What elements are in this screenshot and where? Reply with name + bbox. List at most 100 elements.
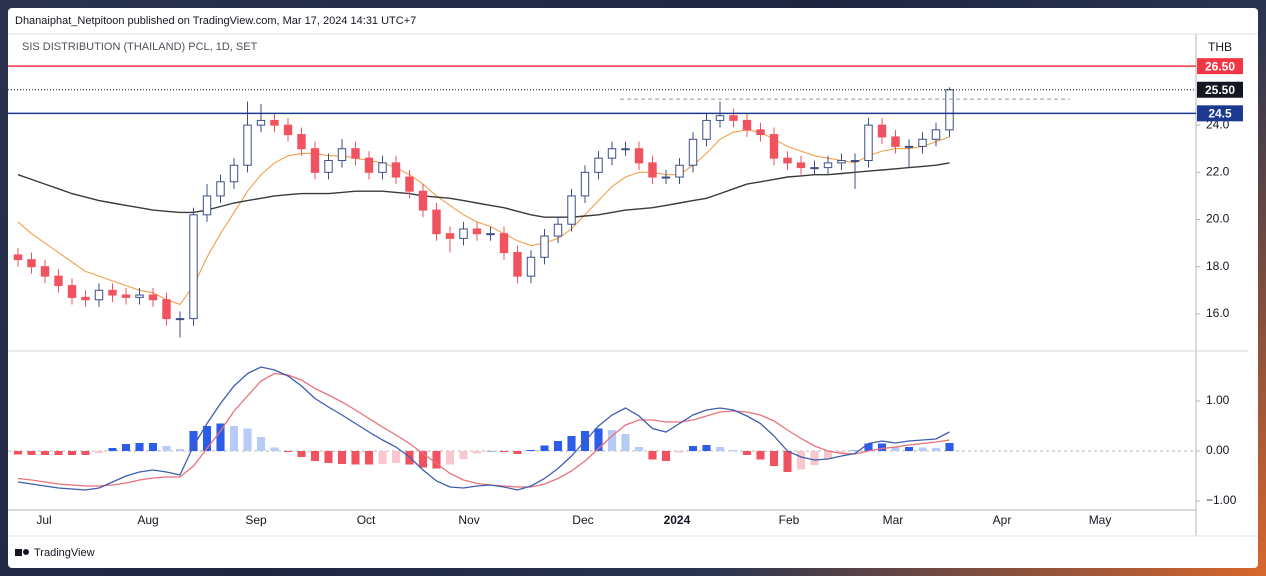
x-tick-label: Apr [993,513,1012,527]
candle-body [459,228,468,239]
histogram-bar [310,451,320,461]
histogram-bar [189,431,198,451]
histogram-bar [513,451,522,454]
histogram-bar [472,451,482,454]
histogram-bar [783,451,792,472]
candle-body [243,124,252,166]
candle-body [850,160,860,163]
candle-body [364,157,374,173]
candle-body [540,235,549,258]
histogram-bar [756,451,765,460]
x-tick-label: Oct [357,513,376,527]
candle-body [729,115,738,121]
histogram-bar [432,451,441,469]
y-tick-label: 16.0 [1206,306,1230,320]
candle-body [526,256,536,277]
y-tick-label: 22.0 [1206,164,1230,178]
histogram-bar [553,441,563,451]
histogram-bar [418,451,428,468]
histogram-bar [135,443,144,451]
histogram-bar [297,451,306,457]
histogram-bar [837,451,846,454]
histogram-bar [918,447,927,451]
candle-body [189,214,198,320]
candle-body [688,138,698,166]
candle-body [108,289,117,296]
price-label: 24.5 [1208,107,1232,121]
candle-body [661,176,671,179]
currency: THB [1208,40,1232,54]
histogram-bar [796,451,806,470]
candle-body [229,164,239,183]
x-tick-label: Jul [36,513,51,527]
histogram-bar [243,428,252,451]
histogram-bar [283,451,293,452]
candle-body [283,124,293,136]
y-tick-label: 18.0 [1206,259,1230,273]
x-tick-label: Feb [779,513,800,527]
histogram-bar [324,451,333,463]
x-tick-label: Mar [883,513,904,527]
histogram-bar [13,451,23,455]
chart-title: SIS DISTRIBUTION (THAILAND) PCL, 1D, SET [22,41,258,53]
candle-body [13,254,23,261]
histogram-bar [864,443,873,451]
candle-body [553,223,563,237]
logo [15,549,29,556]
candle-body [391,162,401,178]
histogram-bar [769,451,779,466]
candle-body [702,119,711,140]
candle-body [837,160,846,164]
histogram-bar [540,445,549,451]
price-label-box [1197,81,1243,98]
candle-body [81,296,90,301]
candle-body [499,233,509,254]
candle-body [675,164,684,178]
candle-body [513,252,522,277]
histogram-bar [351,451,360,465]
candle-body [715,115,725,121]
histogram-bar [661,451,671,461]
candle-body [796,162,806,169]
price-label: 26.50 [1205,59,1235,73]
histogram-bar [567,436,576,451]
histogram-bar [931,448,941,451]
candle-body [202,195,212,216]
histogram-bar [391,451,401,463]
candle-body [904,145,914,148]
y-tick-label: 1.00 [1206,393,1230,407]
moving-average [17,162,950,218]
candle-body [175,318,185,321]
moving-average [17,129,950,306]
candle-body [594,157,603,173]
histogram-bar [742,451,752,455]
x-tick-label: Aug [137,513,158,527]
histogram-bar [40,451,50,455]
histogram-bar [108,448,117,451]
candle-body [27,259,36,268]
candle-body [877,124,887,138]
candle-body [135,294,144,298]
candle-body [742,119,752,131]
candle-body [94,289,104,301]
histogram-bar [175,449,185,451]
histogram-bar [162,446,171,451]
candle-body [432,209,441,235]
histogram-bar [216,423,225,451]
candle-body [418,190,428,211]
histogram-bar [945,443,954,451]
candle-body [216,181,225,197]
panel [8,8,1258,568]
histogram-bar [499,451,509,452]
candle-body [324,160,333,173]
price-label-box [1197,58,1243,75]
candle-body [67,285,77,298]
candle-body [823,162,833,169]
histogram-bar [688,446,698,451]
candle-body [918,138,927,147]
candle-body [580,171,590,197]
x-tick-label: 2024 [664,513,691,527]
candle-body [486,233,495,236]
candle-body [445,233,455,239]
histogram-bar [904,447,914,451]
